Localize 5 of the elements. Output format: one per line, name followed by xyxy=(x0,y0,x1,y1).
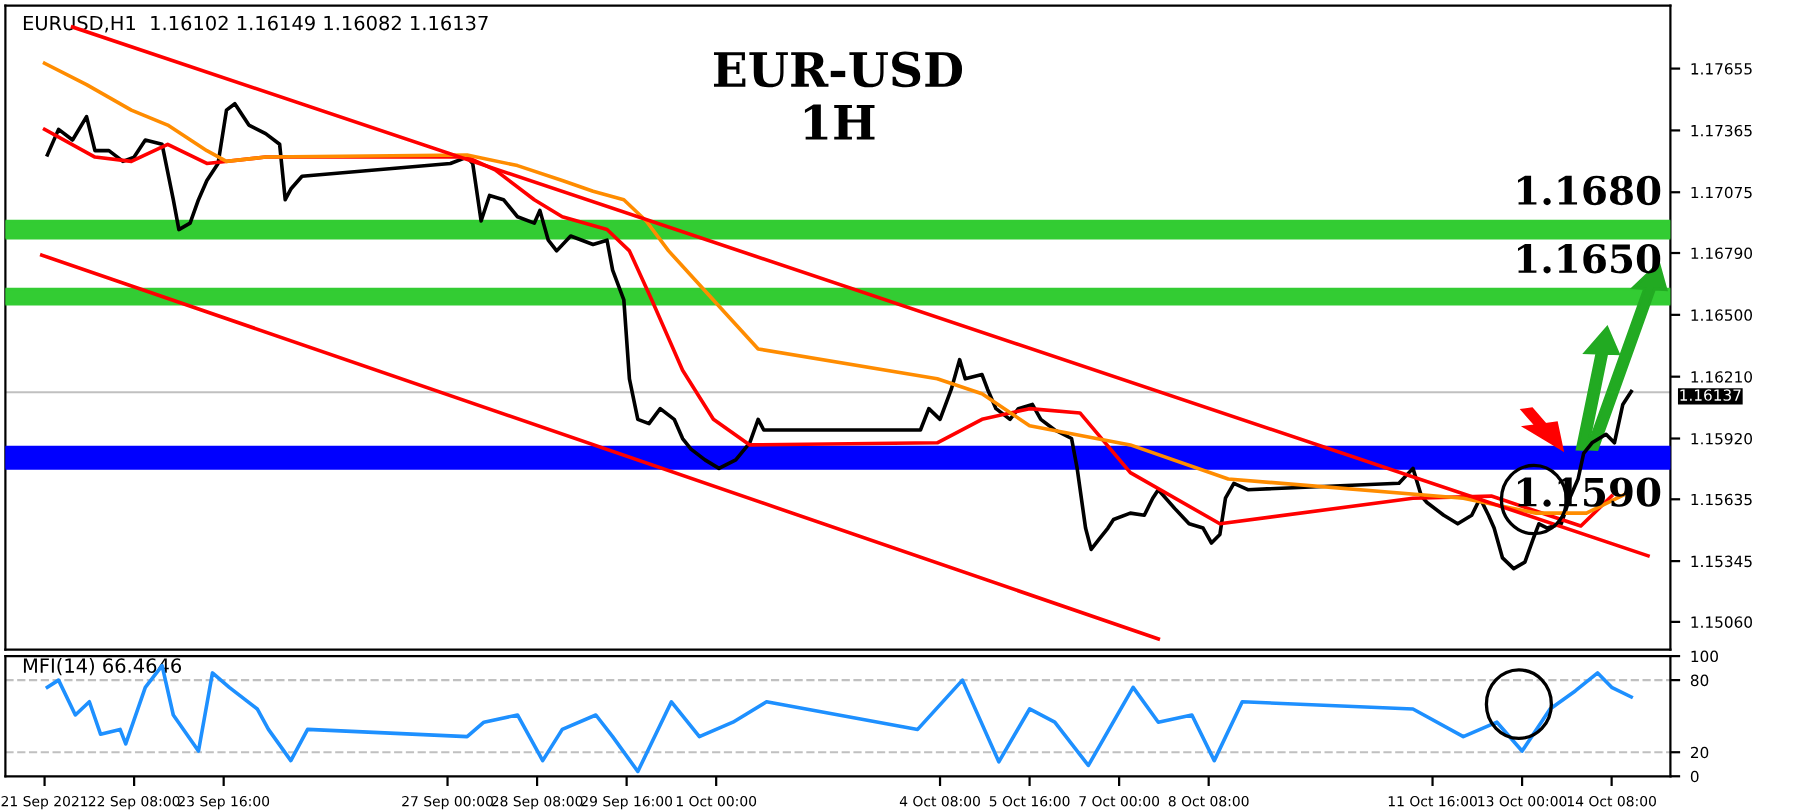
band-label: 1.1680 xyxy=(1517,175,1661,206)
band-label: 1.1650 xyxy=(1517,243,1661,274)
text: EUR-USD 1H xyxy=(713,51,963,140)
annotation: MFI(14) 66.4646 xyxy=(23,657,182,676)
annotation: EURUSD,H1 1.16102 1.16149 1.16082 1.16137 xyxy=(23,15,488,33)
